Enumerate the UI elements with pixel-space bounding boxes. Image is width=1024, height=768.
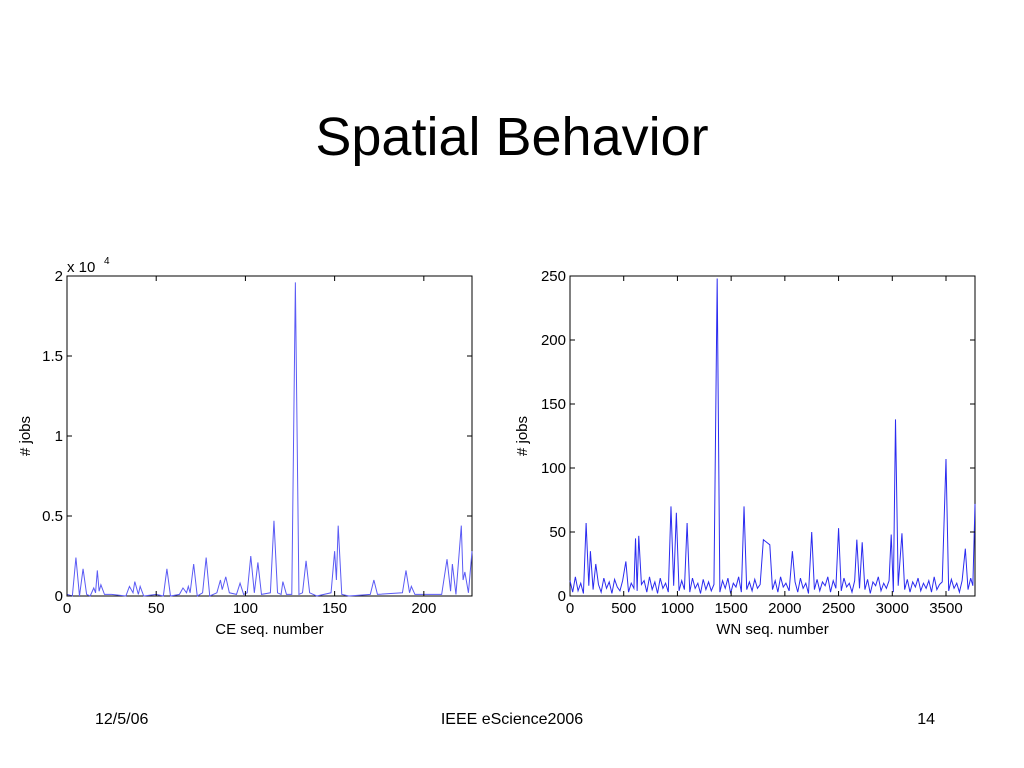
y-tick-label: 150 [541, 396, 566, 413]
footer-center: IEEE eScience2006 [441, 711, 583, 728]
x-axis-label: WN seq. number [716, 621, 829, 638]
y-tick-label: 50 [549, 524, 566, 541]
y-axis-label: # jobs [514, 416, 531, 456]
y-tick-label: 0 [558, 588, 566, 605]
y-axis-label: # jobs [17, 416, 34, 456]
slide-title: Spatial Behavior [315, 107, 708, 167]
y-tick-label: 1.5 [42, 348, 63, 365]
plot-frame [66, 275, 473, 597]
y-tick-label: 250 [541, 268, 566, 285]
y-tick-label: 100 [541, 460, 566, 477]
x-tick-label: 200 [411, 600, 436, 617]
footer-page: 14 [917, 711, 935, 728]
y-tick-label: 0 [55, 588, 63, 605]
x-tick-label: 3500 [929, 600, 962, 617]
y-multiplier-exponent: 4 [104, 256, 110, 267]
y-tick-label: 0.5 [42, 508, 63, 525]
x-tick-label: 2000 [768, 600, 801, 617]
x-tick-label: 500 [611, 600, 636, 617]
x-tick-label: 100 [233, 600, 258, 617]
x-tick-label: 50 [148, 600, 165, 617]
y-tick-label: 200 [541, 332, 566, 349]
x-axis-label: CE seq. number [215, 621, 323, 638]
footer-date: 12/5/06 [95, 711, 148, 728]
x-tick-label: 0 [566, 600, 574, 617]
y-multiplier: x 10 [67, 259, 95, 276]
x-tick-label: 150 [322, 600, 347, 617]
x-tick-label: 3000 [876, 600, 909, 617]
data-line [66, 282, 473, 597]
x-tick-label: 2500 [822, 600, 855, 617]
plot-frame [569, 275, 976, 597]
x-tick-label: 0 [63, 600, 71, 617]
y-tick-label: 2 [55, 268, 63, 285]
data-line [569, 278, 976, 595]
x-tick-label: 1000 [661, 600, 694, 617]
x-tick-label: 1500 [714, 600, 747, 617]
y-tick-label: 1 [55, 428, 63, 445]
